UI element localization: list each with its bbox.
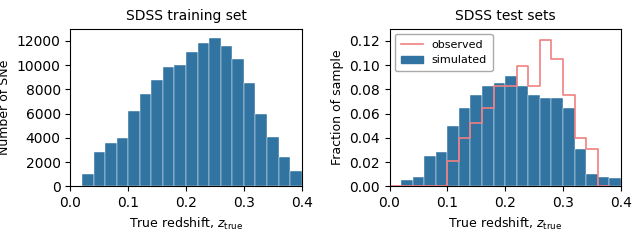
observed <box>455 136 463 139</box>
Bar <box>447 126 459 186</box>
X-axis label: True redshift, $z_\mathrm{true}$: True redshift, $z_\mathrm{true}$ <box>448 216 563 232</box>
Bar <box>140 94 151 186</box>
Bar <box>413 177 424 186</box>
Bar <box>128 111 140 186</box>
Bar <box>175 65 186 186</box>
Bar <box>563 108 575 186</box>
observed <box>548 58 556 60</box>
observed <box>605 185 613 188</box>
Bar <box>93 152 105 186</box>
Legend: observed, simulated: observed, simulated <box>395 34 493 71</box>
Bar <box>552 98 563 186</box>
Bar <box>209 38 221 186</box>
Bar <box>116 138 128 186</box>
Bar <box>290 171 301 186</box>
Bar <box>163 67 175 186</box>
Bar <box>470 95 482 186</box>
observed <box>559 94 567 97</box>
observed <box>594 185 602 188</box>
observed <box>397 185 405 188</box>
Bar <box>401 180 413 186</box>
observed <box>409 185 417 188</box>
observed <box>386 185 394 188</box>
Bar <box>232 59 244 186</box>
Bar <box>493 83 505 186</box>
Title: SDSS training set: SDSS training set <box>125 9 246 23</box>
Bar <box>82 174 93 186</box>
observed <box>536 38 544 41</box>
Title: SDSS test sets: SDSS test sets <box>455 9 556 23</box>
Bar <box>575 149 586 186</box>
Bar <box>267 137 278 186</box>
observed <box>420 185 428 188</box>
Y-axis label: Fraction of sample: Fraction of sample <box>330 50 344 165</box>
Bar <box>528 95 540 186</box>
Bar <box>424 156 436 186</box>
Bar <box>278 157 290 186</box>
Bar <box>151 80 163 186</box>
Bar <box>586 174 598 186</box>
observed <box>490 84 497 87</box>
observed <box>444 159 451 162</box>
observed <box>478 106 486 109</box>
Bar <box>221 46 232 186</box>
Bar <box>105 143 116 186</box>
Bar <box>609 178 621 186</box>
observed <box>467 122 474 125</box>
X-axis label: True redshift, $z_\mathrm{true}$: True redshift, $z_\mathrm{true}$ <box>129 216 243 232</box>
observed <box>501 84 509 87</box>
observed <box>513 65 520 68</box>
observed <box>524 84 532 87</box>
Bar <box>505 76 516 186</box>
Bar <box>482 86 493 186</box>
Y-axis label: Number of SNe: Number of SNe <box>0 60 12 155</box>
Bar <box>459 108 470 186</box>
observed <box>571 136 579 139</box>
observed <box>582 147 590 150</box>
Bar <box>436 152 447 186</box>
Bar <box>516 86 528 186</box>
Bar <box>198 43 209 186</box>
Bar <box>186 52 198 186</box>
Bar <box>540 98 552 186</box>
Bar <box>244 83 255 186</box>
observed <box>432 185 440 188</box>
Bar <box>598 177 609 186</box>
Bar <box>255 114 267 186</box>
Line: observed: observed <box>390 40 609 186</box>
